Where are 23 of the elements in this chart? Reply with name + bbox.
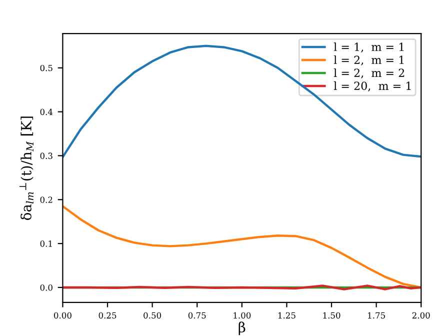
x-tick-label: 1.25 [278,312,296,319]
x-tick-label: 1.75 [368,312,385,319]
x-tick-label: 0.25 [98,312,116,319]
x-tick-label: 0.00 [54,312,72,319]
y-tick-label: 0.4 [40,108,53,116]
legend-label: l = 20, m = 1 [334,81,411,92]
y-tick-label: 0.0 [40,284,52,291]
line-series [62,44,422,158]
x-tick-label: 0.50 [144,312,162,319]
legend-label: l = 1, m = 1 [334,42,404,52]
y-axis-title: δa$_{lm}$$^{⊥}$(t)/h$_{M}$ [K] [19,116,34,220]
legend-label: l = 2, m = 2 [334,68,404,78]
x-tick-label: 0.75 [188,312,206,319]
y-tick-label: 0.1 [40,240,52,247]
x-tick-label: 1.00 [234,312,251,319]
x-tick-label: 1.50 [323,312,340,319]
x-tick-label: 2.00 [412,312,430,319]
x-axis-title: β [238,322,246,336]
y-tick-label: 0.5 [40,64,52,72]
line-series [62,205,422,289]
y-tick-label: 0.3 [40,152,52,159]
y-tick-label: 0.2 [40,196,52,203]
legend-label: l = 2, m = 1 [334,55,404,66]
